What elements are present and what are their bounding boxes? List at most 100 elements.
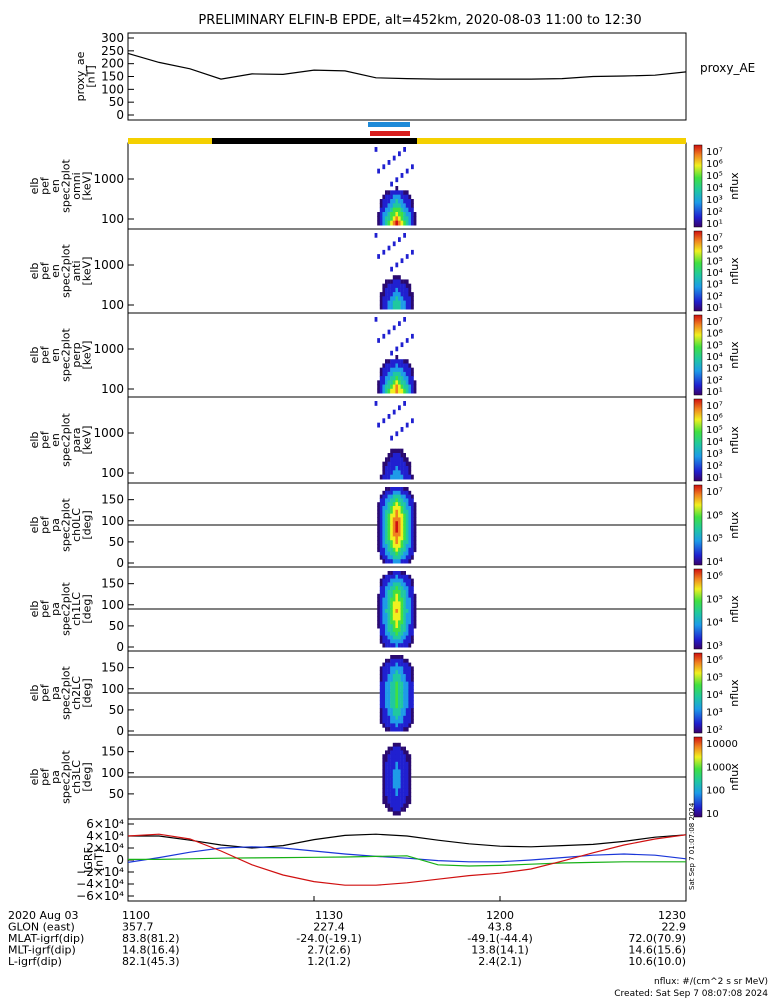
heatmap-cell [385, 704, 388, 709]
heatmap-cell [390, 207, 393, 213]
heatmap-cell [403, 551, 406, 556]
heatmap-cell [387, 674, 391, 679]
ephem-value: 1100 [122, 909, 150, 922]
heatmap-cell [395, 674, 399, 679]
heatmap-cell [395, 719, 399, 724]
heatmap-cell [398, 199, 401, 204]
heatmap-cell [408, 540, 412, 545]
heatmap-cell [379, 547, 383, 553]
heatmap-cell [411, 582, 414, 587]
ylabel-line: pef [39, 430, 52, 449]
heatmap-cell [408, 536, 412, 541]
heatmap-cell [395, 532, 399, 537]
heatmap-cell [398, 237, 401, 242]
heatmap-cell [413, 540, 417, 545]
heatmap-cell [387, 715, 391, 721]
heatmap-cell [400, 792, 404, 797]
heatmap-cell [385, 536, 388, 541]
heatmap-cell [385, 609, 388, 614]
heatmap-cell [390, 474, 393, 480]
heatmap-cell [392, 409, 396, 415]
heatmap-cell [403, 780, 406, 786]
heatmap-cell [405, 620, 409, 625]
heatmap-cell [411, 597, 414, 602]
heatmap-cell [382, 639, 386, 644]
heatmap-cell [400, 448, 404, 454]
heatmap-cell [408, 521, 412, 526]
heatmap-cell [390, 544, 393, 549]
heatmap-cell [398, 769, 401, 774]
heatmap-cell [400, 528, 404, 534]
heatmap-cell [411, 555, 414, 560]
heatmap-cell [405, 643, 409, 648]
colorbar-tick: 10⁶ [706, 510, 723, 521]
heatmap-cell [411, 612, 414, 618]
heatmap-cell [390, 487, 393, 492]
heatmap-cell [382, 788, 386, 793]
heatmap-cell [382, 300, 386, 306]
heatmap-cell [405, 677, 409, 683]
heatmap-cell [390, 490, 393, 496]
heatmap-cell [408, 590, 412, 595]
heatmap-cell [395, 457, 399, 463]
heatmap-cell [408, 287, 412, 293]
heatmap-cell [395, 513, 399, 518]
heatmap-cell [390, 662, 393, 667]
heatmap-cell [382, 616, 386, 621]
heatmap-cell [392, 773, 396, 778]
heatmap-cell [405, 194, 409, 200]
heatmap-cell [392, 631, 396, 637]
heatmap-cell [398, 574, 401, 580]
heatmap-cell [408, 216, 412, 222]
heatmap-cell [408, 574, 412, 580]
heatmap-cell [403, 635, 406, 640]
heatmap-cell [387, 689, 391, 694]
heatmap-cell [395, 292, 399, 297]
heatmap-cell [392, 325, 396, 331]
colorbar-tick: 10³ [706, 364, 723, 375]
heatmap-cell [405, 609, 409, 614]
heatmap-cell [385, 674, 388, 679]
ylabel-line: spec2plot [60, 244, 73, 298]
heatmap-cell [405, 536, 409, 541]
heatmap-cell [398, 194, 401, 200]
heatmap-cell [395, 384, 399, 390]
heatmap-cell [382, 681, 386, 686]
heatmap-cell [398, 559, 401, 564]
heatmap-cell [403, 453, 406, 458]
heatmap-cell [392, 765, 396, 770]
heatmap-cell [398, 689, 401, 694]
heatmap-cell [405, 287, 409, 293]
heatmap-cell [392, 194, 396, 200]
heatmap-cell [379, 700, 383, 705]
heatmap-cell [408, 363, 412, 369]
heatmap-cell [390, 777, 393, 782]
ephem-row-label: MLAT-igrf(dip) [8, 932, 84, 945]
heatmap-cell [405, 704, 409, 709]
heatmap-cell [385, 784, 388, 789]
heatmap-cell [405, 784, 409, 789]
heatmap-cell [379, 376, 383, 381]
heatmap-cell [400, 765, 404, 770]
heatmap-cell [387, 376, 391, 381]
heatmap-cell [400, 490, 404, 496]
heatmap-cell [408, 578, 412, 583]
heatmap-cell [385, 578, 388, 583]
heatmap-cell [382, 712, 386, 717]
heatmap-cell [377, 601, 380, 606]
heatmap-cell [385, 470, 388, 476]
ytick-label: 150 [101, 745, 124, 759]
heatmap-cell [382, 708, 386, 713]
heatmap-cell [382, 199, 386, 204]
heatmap-cell [379, 631, 383, 637]
heatmap-cell [392, 466, 396, 471]
heatmap-cell [392, 220, 396, 226]
heatmap-cell [408, 304, 412, 310]
heatmap-cell [403, 708, 406, 713]
heatmap-cell [411, 474, 414, 480]
heatmap-cell [398, 292, 401, 297]
heatmap-cell [385, 758, 388, 763]
heatmap-cell [405, 769, 409, 774]
heatmap-cell [379, 715, 383, 721]
ylabel-line: pa [49, 518, 62, 532]
